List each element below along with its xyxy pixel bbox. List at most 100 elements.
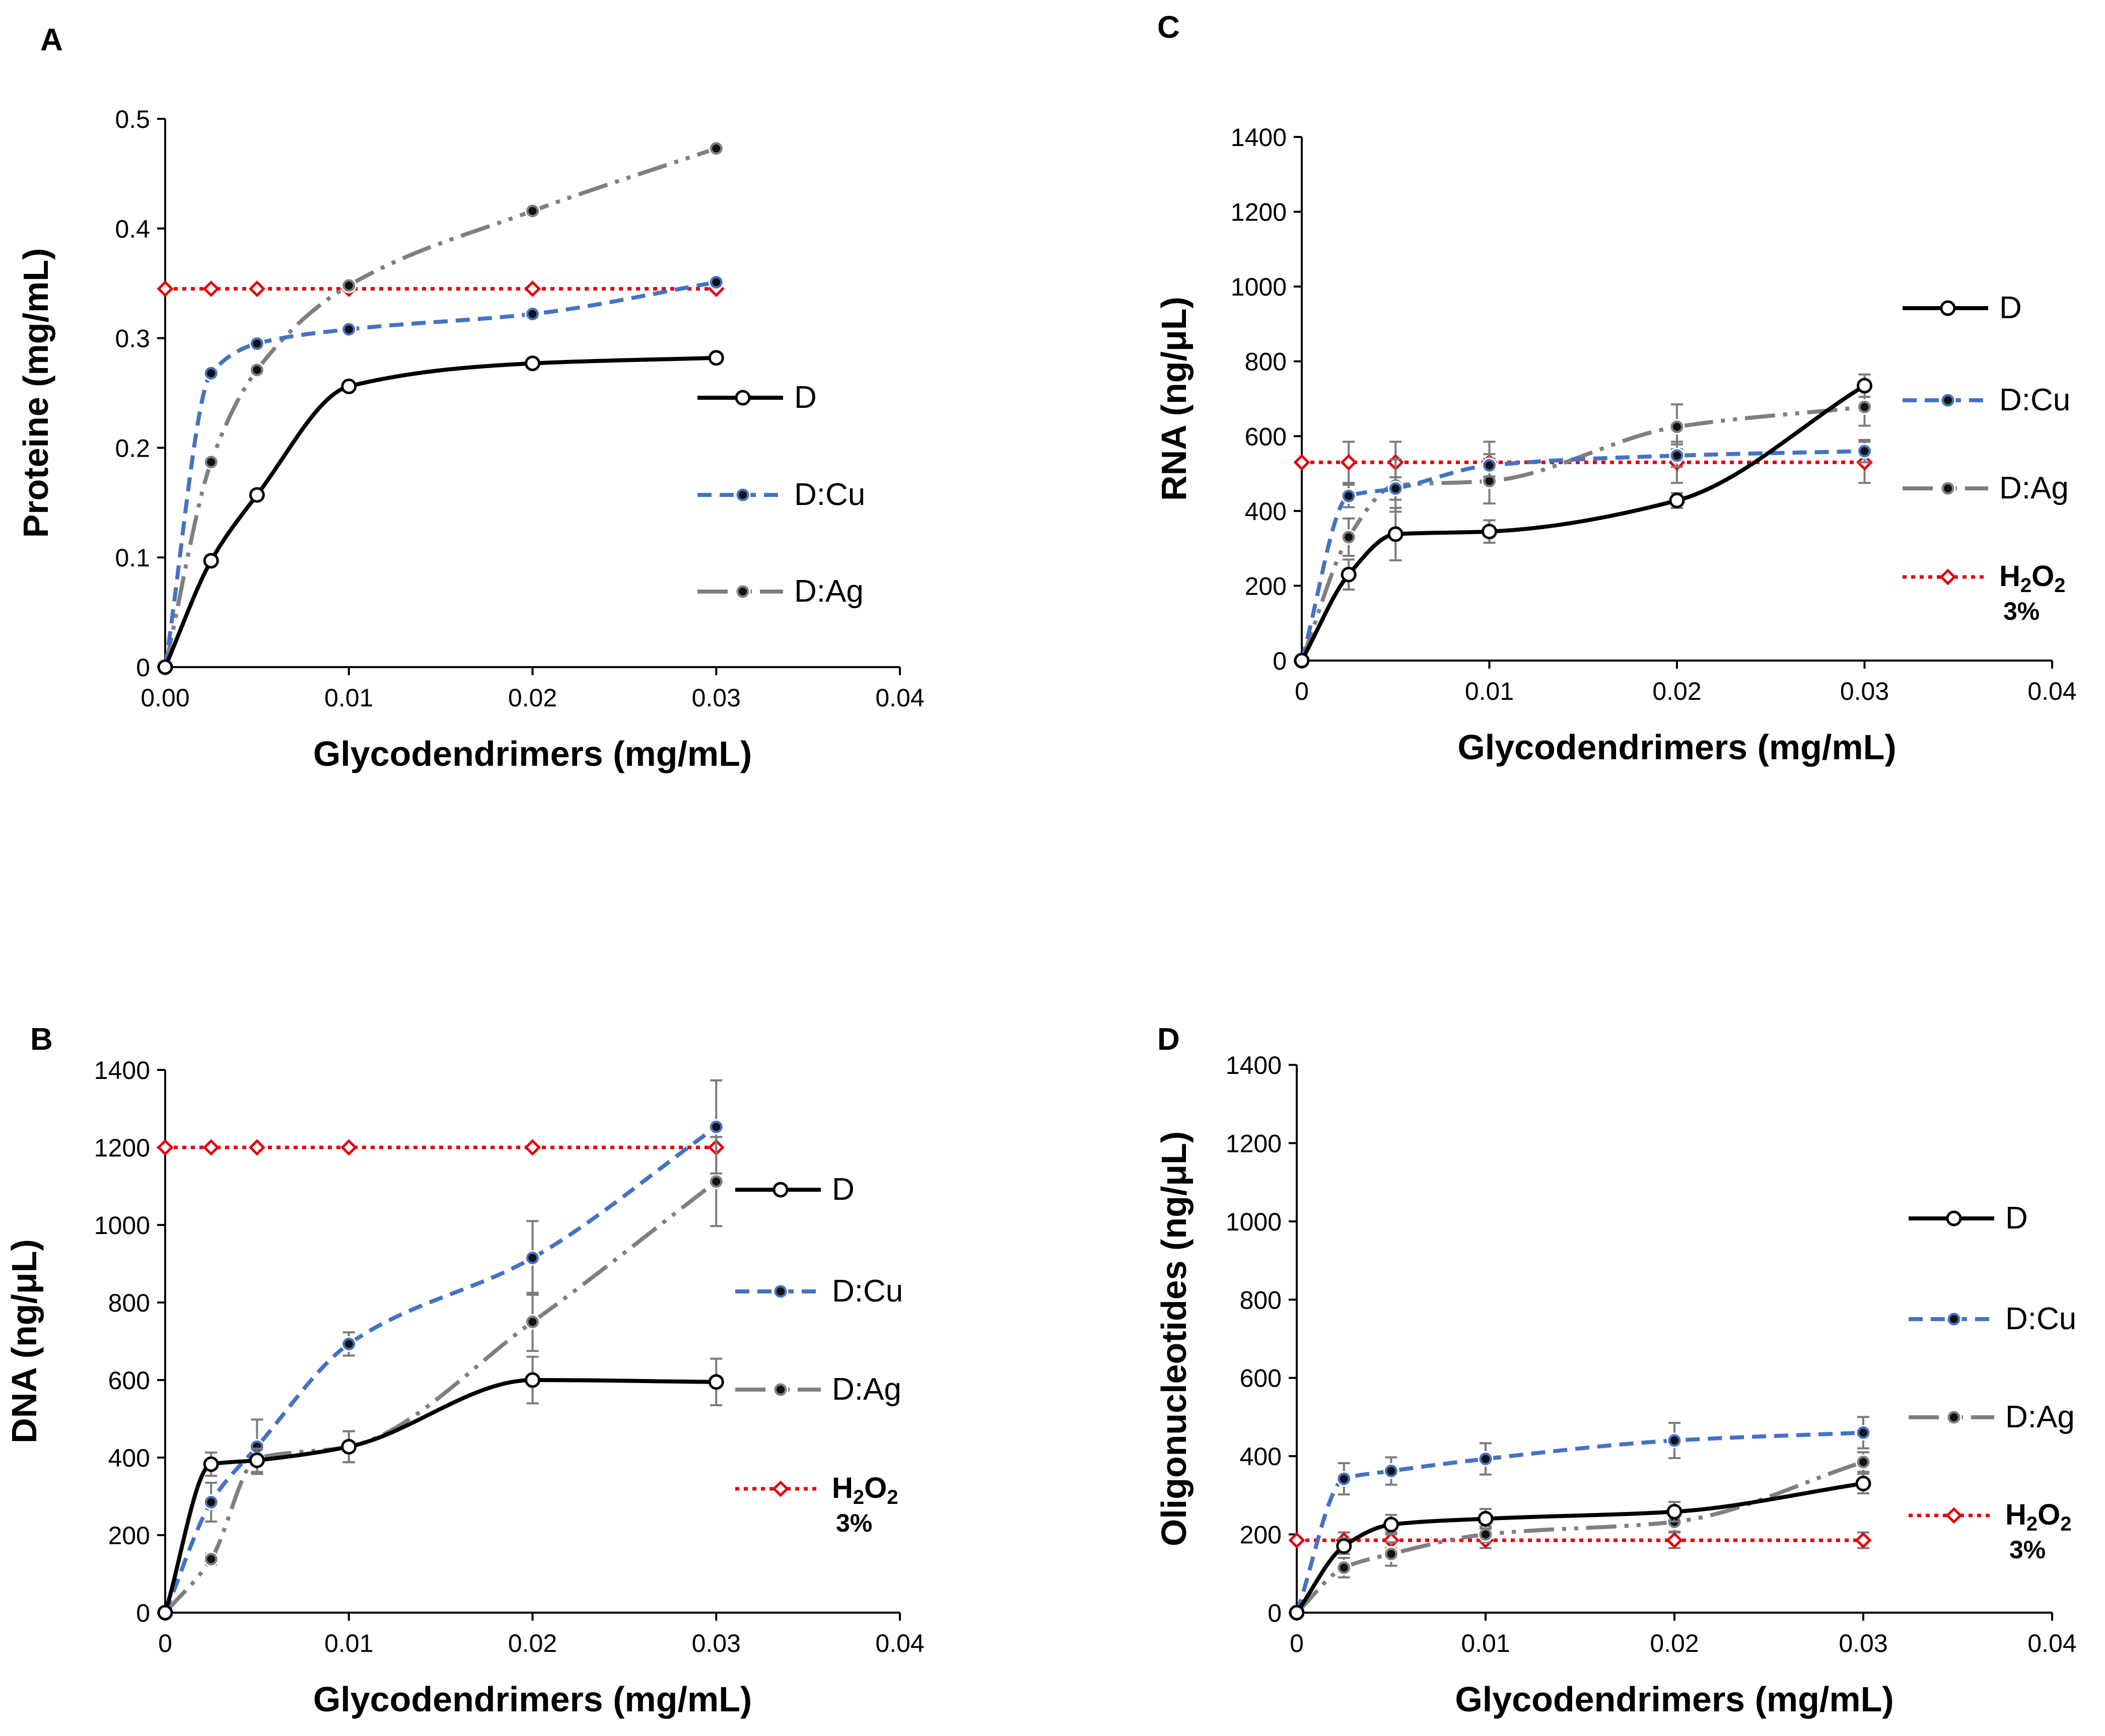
legend-entry-d-ag: D:Ag bbox=[1909, 1400, 2075, 1434]
series-d-ag bbox=[157, 1136, 724, 1621]
marker-core bbox=[1345, 533, 1353, 541]
x-axis-title: Glycodendrimers (mg/mL) bbox=[1455, 1680, 1893, 1719]
data-point bbox=[203, 454, 219, 470]
data-point bbox=[1855, 1476, 1871, 1492]
y-tick-label: 0 bbox=[136, 1599, 150, 1627]
data-point bbox=[525, 355, 540, 372]
marker-core bbox=[1387, 1550, 1395, 1558]
y-tick-label: 1000 bbox=[94, 1211, 150, 1240]
y-axis-title: DNA (ng/μL) bbox=[5, 1239, 44, 1443]
x-tick-label: 0.04 bbox=[2027, 1629, 2076, 1657]
legend-marker bbox=[1940, 480, 1956, 496]
marker-core bbox=[344, 1340, 353, 1348]
series-d-ag bbox=[157, 140, 724, 675]
data-point bbox=[1857, 443, 1872, 459]
data-point bbox=[249, 335, 265, 351]
data-point bbox=[203, 1456, 219, 1472]
series-h2o2 bbox=[1288, 1531, 1872, 1549]
legend-marker bbox=[1940, 392, 1956, 408]
x-tick-label: 0.02 bbox=[1652, 677, 1701, 705]
data-point bbox=[525, 306, 540, 322]
legend-marker bbox=[772, 1480, 789, 1497]
legend-marker bbox=[1945, 1507, 1962, 1524]
data-point bbox=[1855, 1454, 1871, 1470]
marker-core bbox=[1482, 1455, 1490, 1463]
data-point bbox=[1383, 1463, 1399, 1479]
panel-letter: D bbox=[1157, 1022, 1180, 1057]
marker-core bbox=[528, 1254, 537, 1262]
y-tick-label: 1400 bbox=[1226, 1051, 1282, 1079]
series-line bbox=[1300, 384, 1866, 662]
marker-core bbox=[528, 310, 537, 318]
series-d bbox=[1294, 373, 1872, 669]
data-point bbox=[525, 203, 540, 219]
legend-label: D:Ag bbox=[1999, 471, 2069, 505]
series-d-ag bbox=[1294, 387, 1872, 669]
series-d-cu bbox=[157, 274, 724, 675]
data-point bbox=[249, 1452, 265, 1468]
y-axis-title: Proteine (mg/mL) bbox=[16, 248, 55, 538]
legend-marker bbox=[735, 584, 751, 600]
data-point bbox=[1387, 526, 1404, 542]
data-point bbox=[249, 362, 265, 378]
series-line bbox=[163, 1125, 718, 1614]
y-tick-label: 1200 bbox=[1226, 1129, 1282, 1158]
x-tick-label: 0 bbox=[1295, 677, 1309, 705]
data-point bbox=[248, 1139, 265, 1156]
marker-core bbox=[1387, 1467, 1395, 1475]
panel-letter: B bbox=[30, 1022, 53, 1057]
data-point bbox=[1478, 1510, 1494, 1527]
legend-label: D bbox=[794, 380, 817, 415]
legend-marker bbox=[773, 1283, 789, 1299]
legend-label-sub: 3% bbox=[2003, 597, 2040, 625]
legend-label: D bbox=[832, 1172, 855, 1207]
marker-core bbox=[1860, 403, 1869, 411]
marker-core bbox=[1340, 1563, 1348, 1572]
marker-core bbox=[344, 281, 353, 290]
series-line bbox=[163, 355, 717, 668]
y-tick-label: 400 bbox=[1240, 1442, 1282, 1471]
panel-letter: C bbox=[1157, 10, 1180, 45]
data-point bbox=[341, 1438, 357, 1455]
series-d-cu bbox=[157, 1079, 724, 1621]
data-point bbox=[524, 1139, 541, 1156]
legend: D D:Cu D:Ag bbox=[697, 380, 865, 609]
data-point bbox=[203, 1494, 219, 1510]
marker-core bbox=[1670, 1436, 1678, 1445]
marker-core bbox=[1340, 1475, 1348, 1483]
x-tick-label: 0.02 bbox=[508, 1629, 557, 1657]
data-point bbox=[708, 1119, 724, 1135]
legend-label: D bbox=[1999, 291, 2022, 325]
series-line bbox=[163, 280, 717, 668]
data-point bbox=[1289, 1605, 1305, 1621]
y-tick-label: 0.4 bbox=[115, 215, 150, 243]
series-h2o2 bbox=[157, 1139, 725, 1156]
y-tick-label: 1400 bbox=[1231, 123, 1287, 152]
marker-core bbox=[739, 588, 747, 596]
marker-core bbox=[712, 1123, 721, 1131]
legend-entry-d-cu: D:Cu bbox=[1903, 383, 2070, 417]
series-d bbox=[157, 1355, 724, 1621]
y-tick-label: 600 bbox=[1240, 1364, 1282, 1393]
data-point bbox=[1857, 399, 1872, 415]
data-point bbox=[157, 1139, 174, 1156]
data-point bbox=[1336, 1538, 1352, 1554]
legend-marker bbox=[773, 1382, 789, 1398]
x-tick-label: 0.01 bbox=[1461, 1629, 1510, 1657]
data-point bbox=[1340, 454, 1357, 471]
data-point bbox=[1666, 1503, 1682, 1520]
marker-core bbox=[1950, 1413, 1958, 1421]
data-point bbox=[525, 1372, 540, 1388]
series-d bbox=[157, 350, 724, 675]
legend-label: D:Ag bbox=[794, 574, 864, 609]
legend-marker bbox=[1946, 1210, 1962, 1226]
data-point bbox=[1288, 1532, 1305, 1549]
data-point bbox=[525, 1250, 540, 1266]
y-tick-label: 600 bbox=[108, 1366, 150, 1395]
data-point bbox=[340, 1139, 358, 1156]
data-point bbox=[1478, 1527, 1494, 1543]
data-point bbox=[1336, 1560, 1352, 1576]
legend-label: D:Cu bbox=[1999, 383, 2070, 417]
